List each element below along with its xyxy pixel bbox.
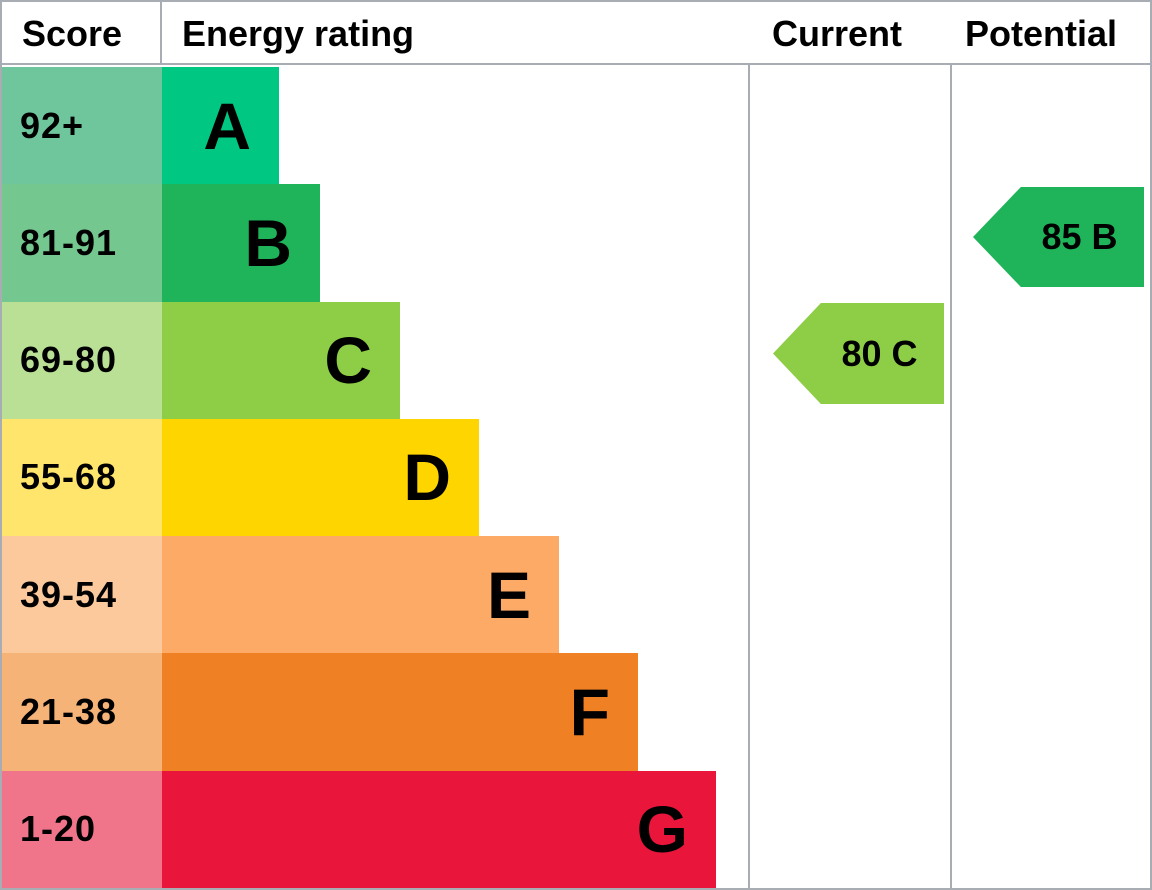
score-column-header: Score xyxy=(22,13,123,54)
score-range: 21-38 xyxy=(2,653,162,771)
band-row-f: 21-38 F xyxy=(2,653,1150,771)
current-column-divider xyxy=(748,2,750,888)
band-row-g: 1-20 G xyxy=(2,770,1150,888)
energy-rating-column-header: Energy rating xyxy=(182,13,415,54)
score-range: 1-20 xyxy=(2,770,162,888)
current-column-header: Current xyxy=(772,13,903,54)
rating-bands: 92+ A 81-91 B 69-80 C 55-68 D 39-54 E 21… xyxy=(2,67,1150,888)
rating-bar: G xyxy=(162,770,716,888)
band-letter: G xyxy=(636,792,688,867)
rating-bar: D xyxy=(162,418,479,537)
band-row-c: 69-80 C xyxy=(2,301,1150,419)
rating-bar: F xyxy=(162,653,638,771)
band-letter: D xyxy=(403,440,451,515)
rating-bar: C xyxy=(162,301,400,419)
rating-bar: E xyxy=(162,536,559,654)
table-header: Score Energy rating Current Potential xyxy=(2,2,1150,65)
band-letter: B xyxy=(244,205,292,280)
rating-bar: A xyxy=(162,67,279,185)
rating-bar: B xyxy=(162,184,320,302)
band-letter: E xyxy=(486,557,531,632)
band-letter: C xyxy=(324,323,372,398)
score-range: 55-68 xyxy=(2,418,162,537)
potential-column-divider xyxy=(950,2,952,888)
band-letter: A xyxy=(203,88,251,163)
band-row-e: 39-54 E xyxy=(2,536,1150,654)
potential-column-header: Potential xyxy=(965,13,1118,54)
score-column-divider xyxy=(160,2,162,65)
band-row-b: 81-91 B xyxy=(2,184,1150,302)
score-range: 92+ xyxy=(2,67,162,185)
score-range: 81-91 xyxy=(2,184,162,302)
score-range: 39-54 xyxy=(2,536,162,654)
band-row-d: 55-68 D xyxy=(2,418,1150,537)
band-letter: F xyxy=(569,675,610,750)
band-row-a: 92+ A xyxy=(2,67,1150,185)
score-range: 69-80 xyxy=(2,301,162,419)
